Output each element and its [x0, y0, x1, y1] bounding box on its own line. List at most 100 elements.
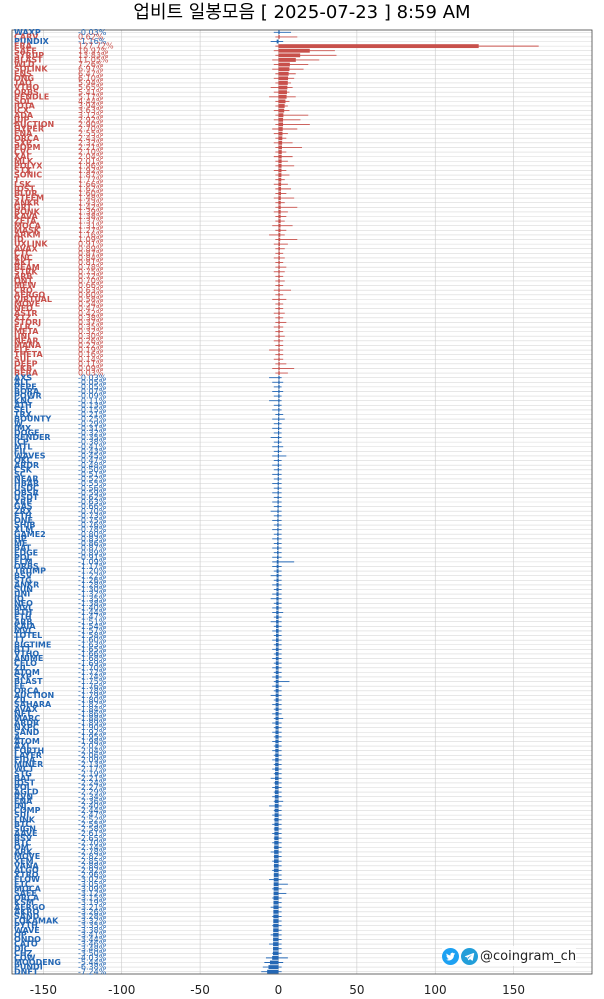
symbol-label: STEEM — [14, 194, 44, 203]
change-label: -1.89% — [78, 719, 107, 728]
symbol-label: NEAR — [14, 336, 39, 345]
change-bar — [278, 53, 301, 58]
change-label: -0.03% — [78, 373, 107, 382]
change-bar — [276, 633, 279, 638]
symbol-label: STX — [14, 166, 32, 175]
change-label: -1.88% — [78, 714, 107, 723]
symbol-label: AVAX — [14, 705, 38, 714]
change-label: 3.63% — [78, 106, 104, 115]
symbol-label: INJ — [14, 802, 27, 811]
change-bar — [274, 808, 279, 813]
change-bar — [278, 352, 280, 357]
change-bar — [278, 251, 280, 256]
change-bar — [273, 923, 279, 928]
symbol-label: ENA — [14, 129, 33, 138]
symbol-label: SEI — [14, 406, 28, 415]
change-bar — [278, 228, 281, 233]
symbol-label: HP — [14, 534, 27, 543]
symbol-label: AUCTION — [14, 120, 54, 129]
change-label: 0.58% — [78, 295, 104, 304]
change-bar — [274, 794, 279, 799]
change-label: 0.63% — [78, 286, 104, 295]
change-label: -7.24% — [78, 967, 107, 976]
change-label: -0.43% — [78, 447, 107, 456]
watermark-handle: @coingram_ch — [480, 948, 577, 964]
change-bar — [278, 256, 280, 260]
change-label: 2.32% — [78, 138, 104, 147]
change-bar — [278, 320, 280, 325]
change-label: -0.09% — [78, 392, 107, 401]
change-bar — [274, 785, 279, 790]
change-bar — [275, 684, 279, 689]
twitter-icon-glyph — [445, 952, 456, 960]
change-label: -1.20% — [78, 567, 107, 576]
symbol-label: MTL — [14, 442, 33, 451]
symbol-label: SXP — [14, 673, 32, 682]
change-bar — [273, 863, 279, 868]
symbol-label: SAFE — [14, 46, 37, 55]
change-label: -3.32% — [78, 917, 107, 926]
change-label: -3.19% — [78, 898, 107, 907]
symbol-label: ONE — [14, 516, 33, 525]
change-bar — [273, 946, 279, 951]
change-bar — [277, 546, 279, 550]
change-bar — [278, 389, 280, 394]
change-label: -2.92% — [78, 866, 107, 875]
change-label: -2.55% — [78, 820, 107, 829]
symbol-label: UXLINK — [14, 240, 48, 249]
symbol-label: ORBS — [14, 562, 39, 571]
symbol-label: IOST — [14, 184, 36, 193]
symbol-label: MANA — [14, 341, 42, 350]
change-bar — [275, 670, 279, 675]
change-label: -1.28% — [78, 580, 107, 589]
change-label: -1.69% — [78, 659, 107, 668]
change-bar — [278, 168, 282, 173]
change-bar — [277, 463, 279, 468]
symbol-label: MOODENG — [14, 958, 61, 967]
symbol-label: XAI — [14, 152, 29, 161]
change-bar — [275, 665, 279, 670]
change-bar — [275, 748, 279, 753]
change-bar — [277, 449, 280, 454]
symbol-label: WLD — [14, 60, 35, 69]
symbol-label: EDGE — [14, 548, 38, 557]
change-label: 1.60% — [78, 189, 104, 198]
symbol-label: AAVE — [14, 829, 38, 838]
symbol-label: POLYX — [14, 161, 43, 170]
change-bar — [275, 707, 279, 712]
symbol-label: KAIA — [14, 622, 36, 631]
symbol-label: BIGTIME — [14, 640, 51, 649]
change-label: 0.03% — [78, 369, 104, 378]
change-label: -2.58% — [78, 825, 107, 834]
change-label: 0.42% — [78, 309, 104, 318]
symbol-label: USDC — [14, 484, 39, 493]
change-bar — [277, 500, 279, 504]
symbol-label: AKRO — [14, 907, 40, 916]
change-bar — [273, 905, 279, 910]
change-bar — [278, 311, 280, 316]
symbol-label: ANKR — [14, 580, 39, 589]
change-bar — [277, 495, 279, 500]
change-bar — [275, 716, 279, 721]
symbol-label: ICP — [14, 438, 29, 447]
change-label: -0.13% — [78, 401, 107, 410]
change-label: -0.45% — [78, 452, 107, 461]
symbol-label: ANIME — [14, 654, 43, 663]
symbol-label: ATOM — [14, 737, 40, 746]
change-label: -0.07% — [78, 387, 107, 396]
symbol-label: BLAST — [14, 56, 43, 65]
change-bar — [278, 140, 283, 145]
change-bar — [278, 426, 280, 431]
change-label: -0.70% — [78, 507, 107, 516]
telegram-icon — [461, 947, 478, 965]
change-label: -1.70% — [78, 663, 107, 672]
change-bar — [269, 960, 279, 965]
change-bar — [278, 421, 280, 426]
symbol-label: FORTH — [14, 746, 44, 755]
symbol-label: VIRTUAL — [14, 295, 52, 304]
symbol-label: DOGE — [14, 429, 39, 438]
x-tick-label: 0 — [275, 983, 283, 997]
change-label: -0.05% — [78, 378, 107, 387]
change-bar — [278, 81, 288, 85]
change-label: -1.09% — [78, 557, 107, 566]
